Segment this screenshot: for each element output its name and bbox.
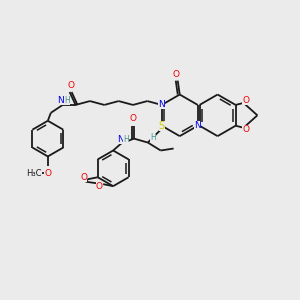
- Text: S: S: [159, 121, 165, 131]
- Text: H: H: [64, 97, 70, 106]
- Text: N: N: [194, 121, 201, 130]
- Text: O: O: [44, 169, 51, 178]
- Text: O: O: [172, 70, 179, 79]
- Text: O: O: [80, 173, 87, 182]
- Text: H₃C: H₃C: [26, 169, 42, 178]
- Text: O: O: [67, 81, 74, 90]
- Text: N: N: [117, 135, 124, 144]
- Text: O: O: [96, 182, 103, 191]
- Text: H: H: [150, 133, 156, 142]
- Text: O: O: [242, 97, 249, 106]
- Text: N: N: [57, 97, 64, 106]
- Text: H: H: [123, 135, 129, 144]
- Text: O: O: [130, 114, 136, 123]
- Text: N: N: [158, 100, 165, 109]
- Text: O: O: [242, 125, 249, 134]
